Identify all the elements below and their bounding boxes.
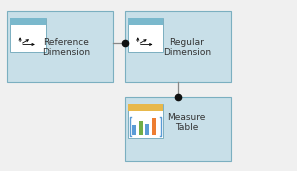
Text: Regular
Dimension: Regular Dimension	[163, 38, 211, 57]
FancyBboxPatch shape	[128, 104, 163, 138]
FancyBboxPatch shape	[128, 18, 163, 52]
FancyBboxPatch shape	[125, 11, 231, 82]
Text: Reference
Dimension: Reference Dimension	[42, 38, 90, 57]
Text: Measure
Table: Measure Table	[168, 113, 206, 132]
FancyBboxPatch shape	[7, 11, 113, 82]
FancyBboxPatch shape	[10, 18, 45, 52]
FancyBboxPatch shape	[139, 121, 143, 135]
FancyBboxPatch shape	[132, 125, 136, 135]
FancyBboxPatch shape	[128, 104, 163, 111]
FancyBboxPatch shape	[151, 118, 156, 135]
FancyBboxPatch shape	[128, 18, 163, 25]
FancyBboxPatch shape	[125, 97, 231, 161]
FancyBboxPatch shape	[10, 18, 45, 25]
FancyBboxPatch shape	[145, 124, 149, 135]
